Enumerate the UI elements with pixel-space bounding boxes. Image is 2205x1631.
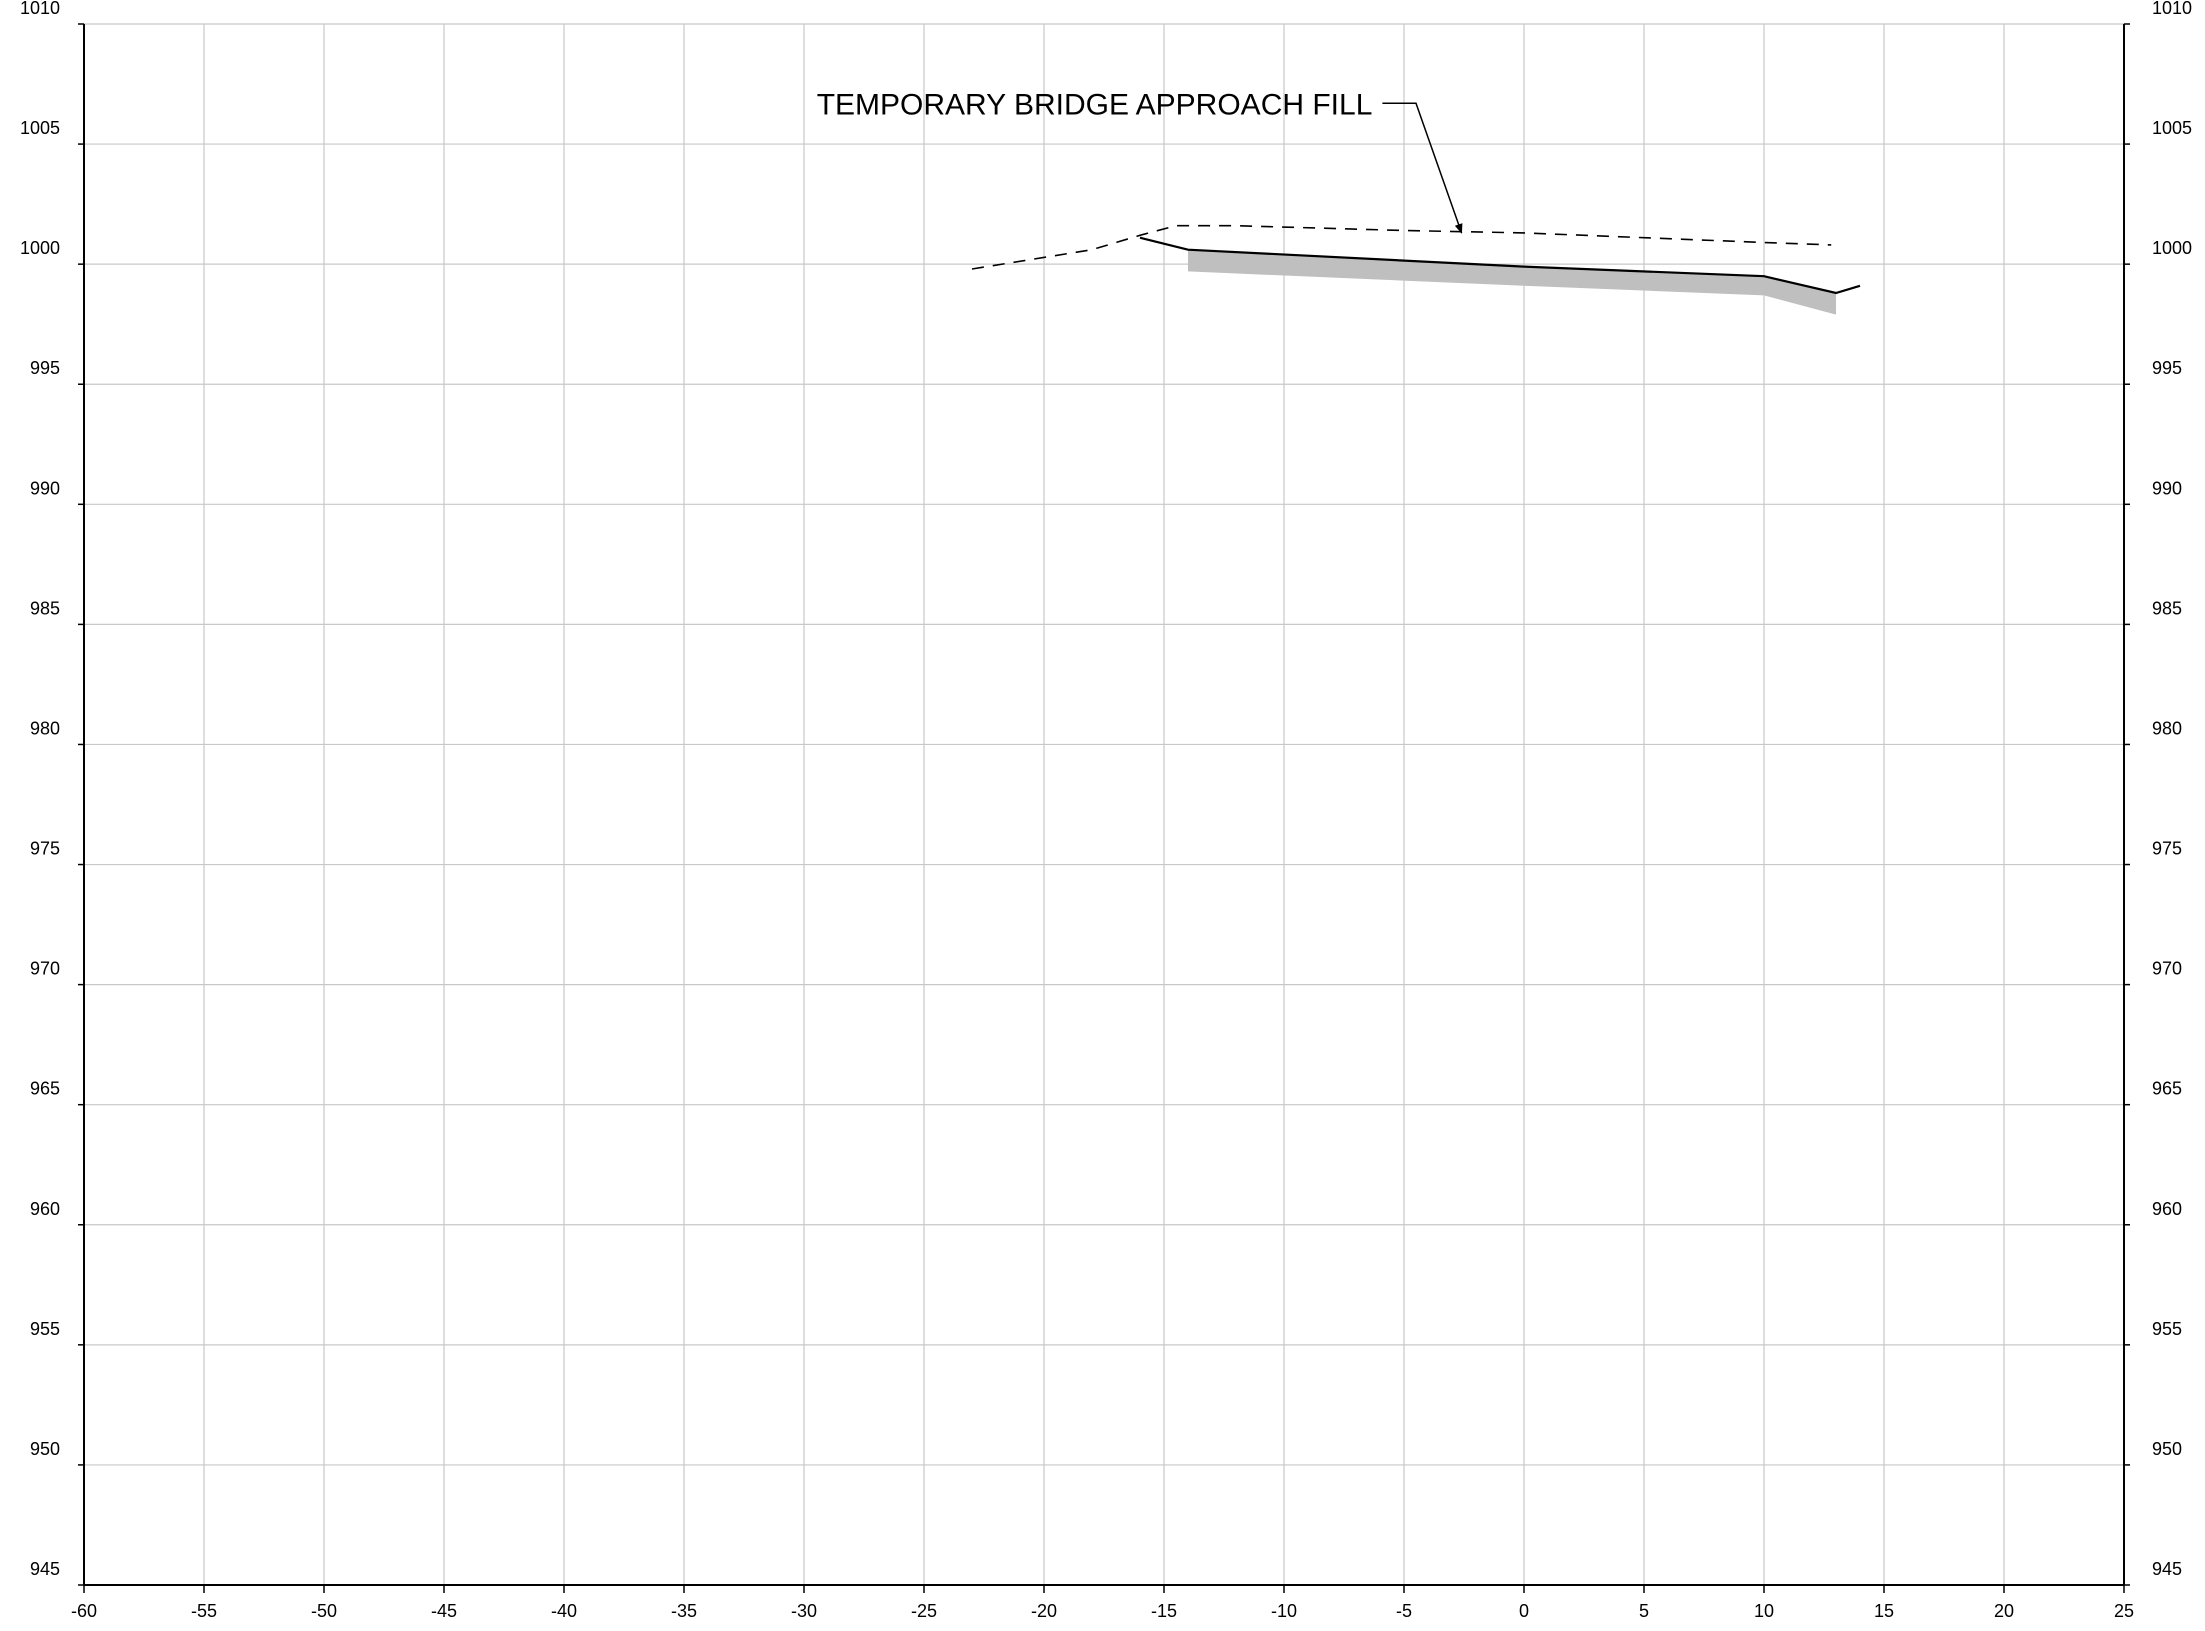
tick-labels: -60 -55 -50 -45 -40 -35 -30 -25 -20 -15 -10 -5 0 5 10 1… <box>20 0 2192 1621</box>
solid-profile-line <box>1139 236 1861 295</box>
x-tick-label: -55 <box>191 1601 217 1621</box>
left-y-tick-label: 960 <box>30 1199 60 1219</box>
callout-label: TEMPORARY BRIDGE APPROACH FILL <box>817 88 1373 121</box>
left-y-tick-label: 970 <box>30 959 60 979</box>
x-tick-label: -15 <box>1151 1601 1177 1621</box>
x-tick-label: -10 <box>1271 1601 1297 1621</box>
right-y-tick-label: 990 <box>2152 478 2182 498</box>
x-tick-label: 15 <box>1874 1601 1894 1621</box>
x-tick-label: 0 <box>1519 1601 1529 1621</box>
left-y-tick-label: 985 <box>30 598 60 618</box>
left-y-tick-label: 965 <box>30 1079 60 1099</box>
right-y-tick-label: 960 <box>2152 1199 2182 1219</box>
left-y-tick-label: 1000 <box>20 238 60 258</box>
right-y-tick-label: 965 <box>2152 1079 2182 1099</box>
x-tick-label: -60 <box>71 1601 97 1621</box>
left-y-tick-label: 945 <box>30 1559 60 1579</box>
right-y-tick-label: 1010 <box>2152 0 2192 18</box>
gridlines <box>83 23 2125 1586</box>
right-y-tick-label: 1000 <box>2152 238 2192 258</box>
right-y-tick-label: 955 <box>2152 1319 2182 1339</box>
x-tick-label: -50 <box>311 1601 337 1621</box>
x-tick-label: 20 <box>1994 1601 2014 1621</box>
plot-frame <box>78 23 2130 1593</box>
x-tick-label: -30 <box>791 1601 817 1621</box>
right-y-tick-label: 995 <box>2152 358 2182 378</box>
right-y-tick-label: 975 <box>2152 839 2182 859</box>
fill-band-layer <box>1188 249 1836 315</box>
x-tick-label: 10 <box>1754 1601 1774 1621</box>
dashed-profile-line <box>971 224 1832 270</box>
x-tick-label: -40 <box>551 1601 577 1621</box>
left-y-tick-label: 980 <box>30 718 60 738</box>
x-tick-label: -5 <box>1396 1601 1412 1621</box>
x-tick-label: 25 <box>2114 1601 2134 1621</box>
profile-lines <box>971 224 1861 295</box>
left-y-tick-label: 1010 <box>20 0 60 18</box>
right-y-tick-label: 945 <box>2152 1559 2182 1579</box>
left-y-tick-label: 1005 <box>20 118 60 138</box>
right-y-tick-label: 950 <box>2152 1439 2182 1459</box>
left-y-tick-label: 995 <box>30 358 60 378</box>
x-tick-label: -20 <box>1031 1601 1057 1621</box>
left-y-tick-label: 990 <box>30 478 60 498</box>
left-y-tick-label: 950 <box>30 1439 60 1459</box>
callout: TEMPORARY BRIDGE APPROACH FILL <box>817 88 1463 234</box>
x-tick-label: -45 <box>431 1601 457 1621</box>
right-y-tick-label: 970 <box>2152 959 2182 979</box>
x-tick-label: -35 <box>671 1601 697 1621</box>
x-tick-label: -25 <box>911 1601 937 1621</box>
callout-leader-arrow <box>1382 102 1463 234</box>
right-y-tick-label: 985 <box>2152 598 2182 618</box>
left-y-tick-label: 975 <box>30 839 60 859</box>
x-tick-label: 5 <box>1639 1601 1649 1621</box>
right-y-tick-label: 980 <box>2152 718 2182 738</box>
fill-band <box>1188 249 1836 315</box>
right-y-tick-label: 1005 <box>2152 118 2192 138</box>
left-y-tick-label: 955 <box>30 1319 60 1339</box>
